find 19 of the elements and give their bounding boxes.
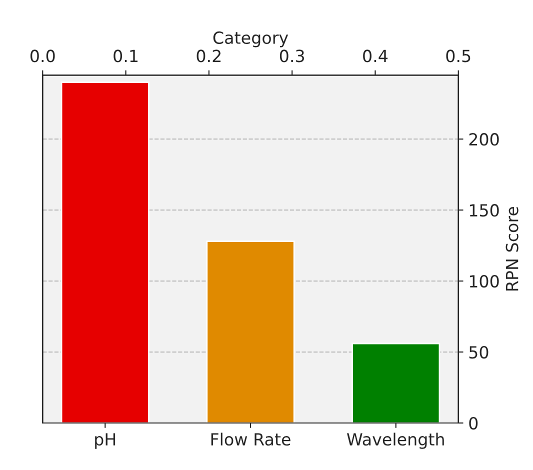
x2-tick-label: 0.3 — [280, 50, 304, 62]
x2-axis-title: Category — [213, 31, 288, 48]
y-tick-label: 150 — [470, 204, 499, 217]
y-axis-title: RPN Score — [506, 206, 518, 290]
bar — [60, 82, 150, 423]
x2-tick-label: 0.5 — [446, 50, 470, 62]
x-tick-label: pH — [95, 433, 116, 449]
x-tick-label: Flow Rate — [211, 432, 290, 446]
y-tick-label: 100 — [470, 275, 499, 288]
y-tick-label: 50 — [469, 346, 488, 359]
bar — [352, 342, 440, 423]
x2-tick-label: 0.4 — [363, 50, 388, 62]
x-tick-label: Wavelength — [346, 432, 444, 449]
x2-tick-label: 0.0 — [30, 50, 55, 62]
y-tick-label: 0 — [469, 416, 478, 430]
x2-tick-label: 0.1 — [114, 50, 138, 62]
x2-tick-label: 0.2 — [196, 50, 221, 62]
bar — [206, 240, 295, 423]
y-tick-label: 200 — [469, 133, 499, 146]
